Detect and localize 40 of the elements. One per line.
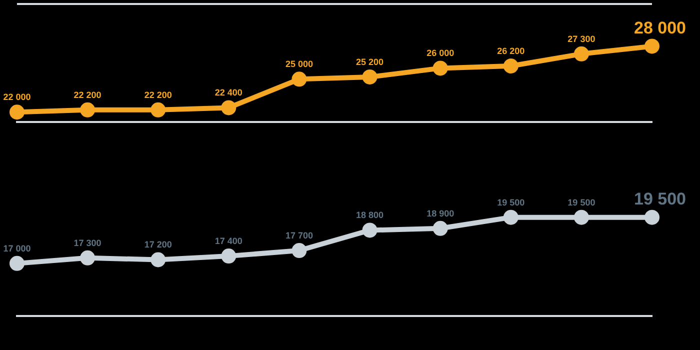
data-label: 27 300 (568, 34, 596, 44)
point (292, 243, 307, 258)
point (150, 252, 166, 268)
point (80, 250, 96, 266)
data-label: 26 000 (426, 48, 454, 58)
point (10, 104, 24, 120)
data-label: 18 900 (426, 208, 454, 218)
data-label: 25 000 (285, 59, 313, 70)
data-label: 17 200 (144, 240, 172, 250)
point (10, 256, 24, 271)
point (150, 102, 166, 118)
data-label: 18 800 (356, 210, 384, 220)
data-label: 26 200 (497, 46, 525, 56)
point (432, 60, 448, 76)
data-label: 22 200 (74, 90, 102, 100)
point (644, 210, 660, 225)
data-label: 22 400 (214, 88, 242, 98)
point (362, 69, 378, 84)
data-label: 17 400 (214, 236, 242, 246)
point (574, 210, 589, 225)
point (503, 210, 518, 225)
data-label: 17 000 (3, 243, 31, 254)
data-label: 19 500 (568, 197, 596, 208)
point (432, 220, 448, 236)
data-label: 19 500 (634, 190, 686, 209)
data-label: 22 000 (3, 92, 31, 102)
point (644, 38, 660, 54)
point (221, 100, 236, 116)
data-label: 17 700 (285, 230, 313, 241)
data-label: 17 300 (74, 238, 102, 248)
data-label: 22 200 (144, 90, 172, 100)
point (503, 58, 518, 74)
point (292, 72, 307, 87)
point (574, 46, 589, 62)
point (221, 248, 236, 264)
point (362, 222, 378, 238)
data-label: 19 500 (497, 197, 525, 208)
point (80, 102, 96, 118)
data-label: 28 000 (634, 18, 686, 38)
data-label: 25 200 (356, 56, 384, 67)
